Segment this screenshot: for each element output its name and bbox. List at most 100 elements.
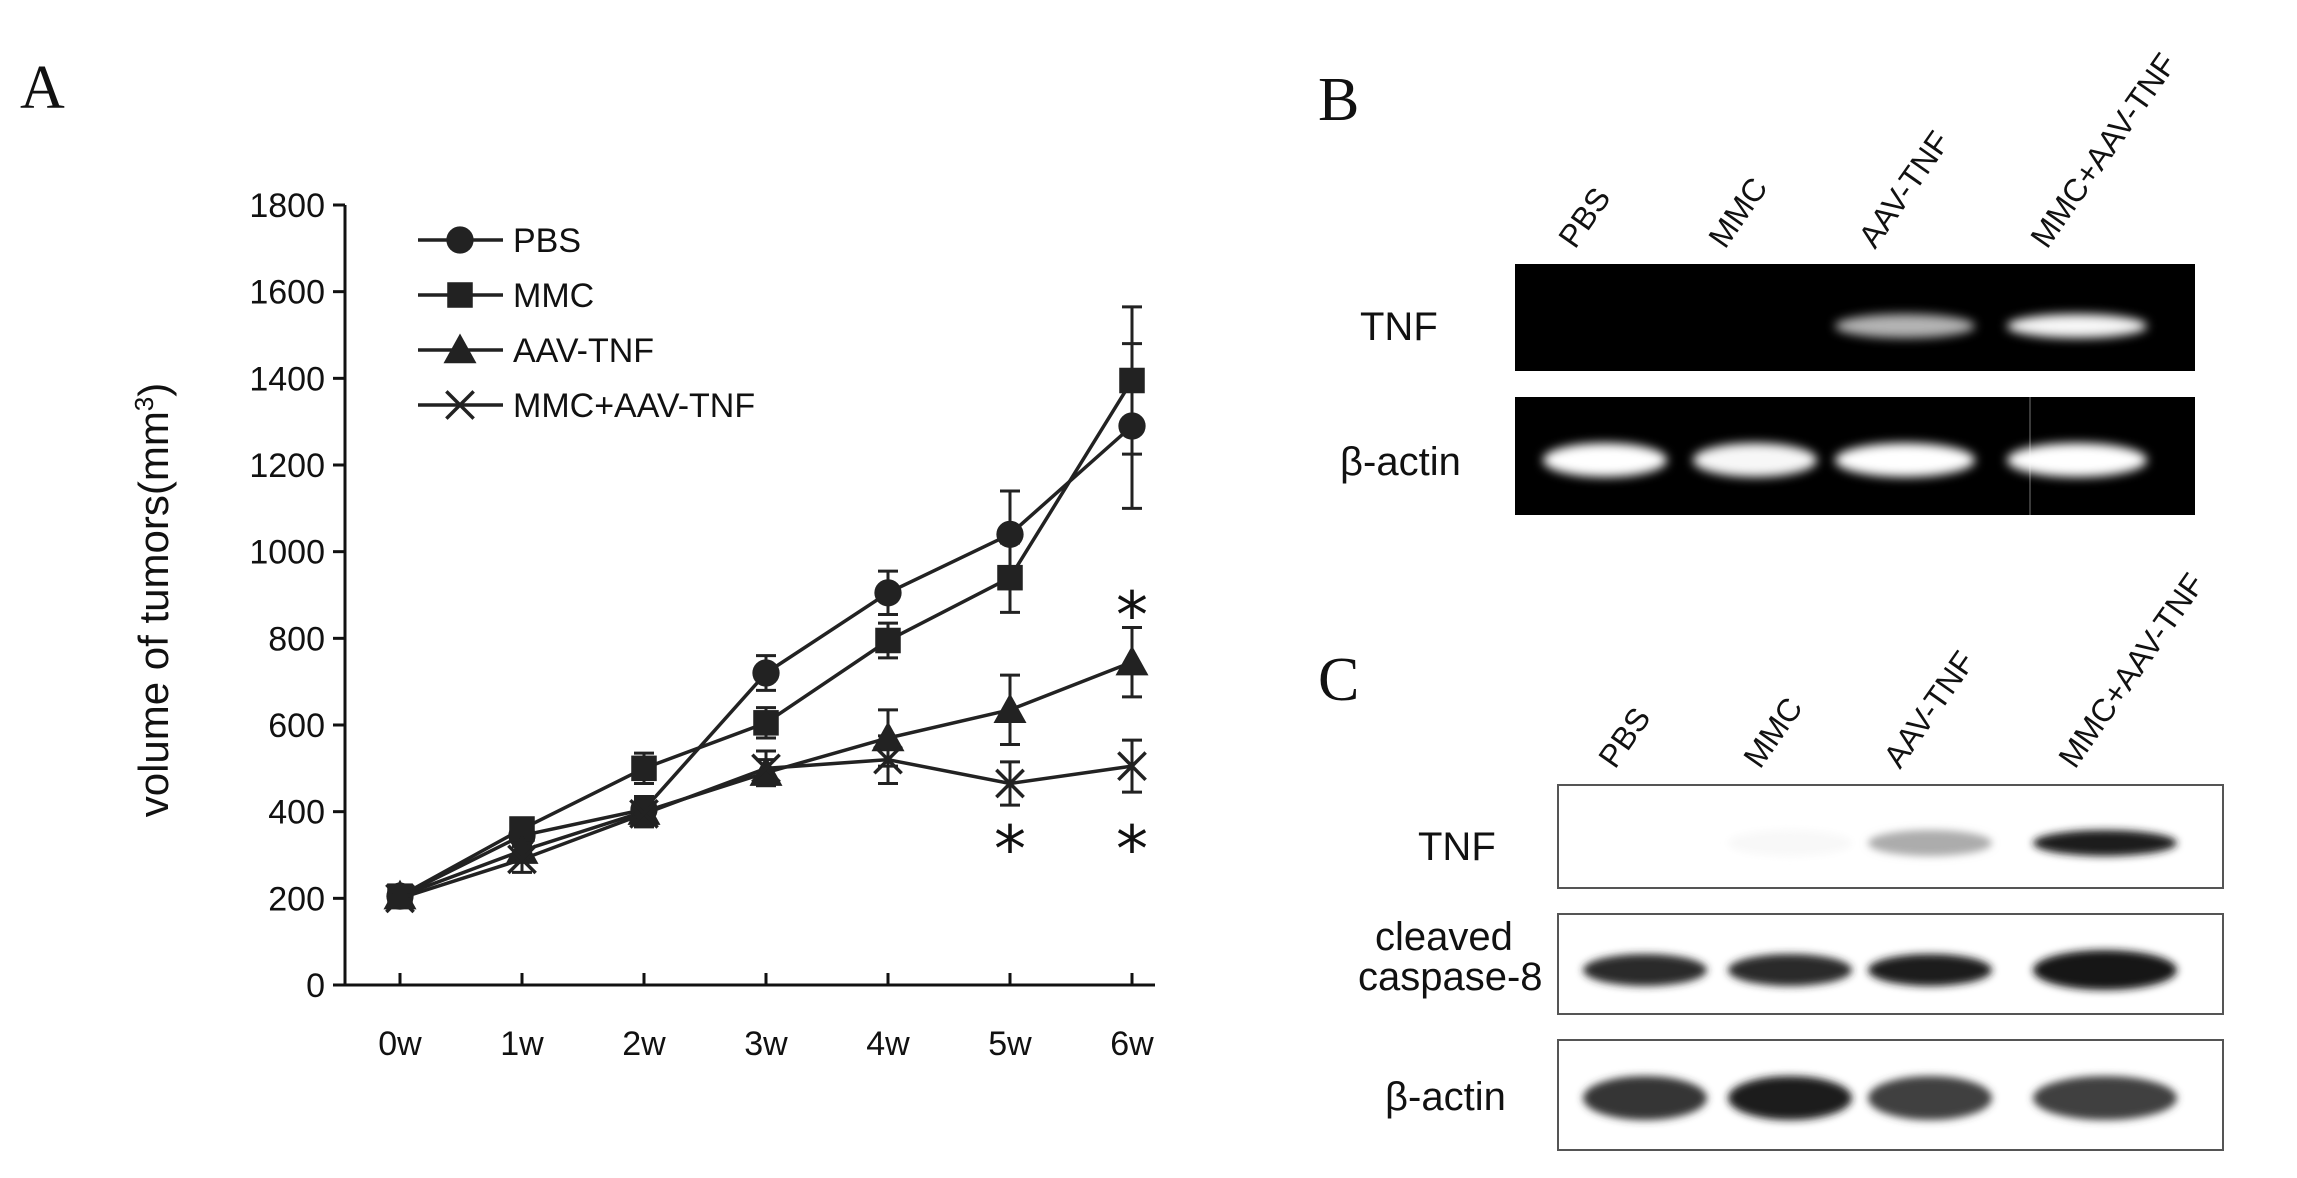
panel-b-lane-labels: PBS MMC AAV-TNF MMC+AAV-TNF — [1551, 47, 2183, 254]
panel-c-band — [1868, 830, 1992, 856]
panel-letter-b: B — [1318, 66, 1359, 134]
x-tick-label: 5w — [988, 1025, 1032, 1063]
panel-b-band — [1693, 443, 1817, 477]
panel-b-band — [1835, 314, 1975, 338]
data-point — [385, 883, 415, 914]
y-axis-title-close: ) — [130, 383, 177, 397]
panel-b-lane-label: AAV-TNF — [1851, 125, 1957, 254]
panel-c-band — [1868, 954, 1992, 986]
x-tick-label: 0w — [378, 1025, 422, 1063]
significance-star: * — [1116, 813, 1148, 887]
data-point — [631, 755, 657, 782]
y-tick-label: 800 — [268, 620, 325, 658]
panel-letter-a: A — [20, 54, 65, 122]
data-point — [753, 710, 779, 736]
y-tick-label: 1400 — [249, 360, 325, 398]
panel-letter-c: C — [1318, 646, 1359, 714]
legend-label: AAV-TNF — [513, 332, 654, 370]
panel-b-lane-label: PBS — [1551, 181, 1617, 254]
data-point — [873, 744, 903, 775]
y-tick-label: 0 — [306, 967, 325, 1005]
x-tick-label: 1w — [500, 1025, 544, 1063]
series-mmc-aav-tnf — [385, 734, 1147, 914]
panel-b-band — [2007, 314, 2147, 338]
panel-c-bands — [1583, 830, 2177, 1120]
x-tick-label: 4w — [866, 1025, 910, 1063]
data-point — [997, 564, 1023, 591]
data-point — [995, 768, 1025, 799]
x-ticks: 0w 1w 2w 3w 4w 5w 6w — [378, 973, 1154, 1063]
panel-c-western-blot: PBS MMC AAV-TNF MMC+AAV-TNF TNF cleaved cas… — [1358, 567, 2224, 1151]
panel-b-lane-label: MMC — [1701, 171, 1774, 254]
panel-b-lane-label: MMC+AAV-TNF — [2023, 47, 2183, 254]
panel-b-band — [1835, 443, 1975, 477]
y-tick-label: 400 — [268, 794, 325, 832]
panel-c-band — [1583, 1076, 1707, 1120]
y-tick-label: 1600 — [249, 274, 325, 312]
panel-c-band — [2033, 830, 2177, 856]
tumor-volume-chart: 0 200 400 600 800 1000 1200 1400 1600 1800 0w 1w 2w… — [129, 187, 1155, 1063]
legend-marker — [447, 282, 473, 308]
panel-c-lane-label: MMC — [1736, 691, 1809, 774]
legend-item: MMC+AAV-TNF — [418, 387, 755, 425]
data-point — [993, 693, 1027, 724]
y-tick-label: 1200 — [249, 447, 325, 485]
data-point — [996, 520, 1024, 548]
panel-b-band — [2007, 443, 2147, 477]
panel-c-row-label-actin: β-actin — [1385, 1075, 1506, 1119]
x-tick-label: 6w — [1110, 1025, 1154, 1063]
panel-b-bands — [1543, 314, 2147, 477]
panel-c-band — [1728, 1076, 1852, 1120]
panel-c-lane-label: PBS — [1591, 701, 1657, 774]
legend-marker — [446, 226, 474, 254]
y-axis-title-superscript: 3 — [129, 397, 159, 411]
data-point — [874, 579, 902, 607]
series-layer — [383, 305, 1149, 914]
data-point — [1117, 751, 1147, 782]
data-point — [507, 844, 537, 875]
data-point — [875, 627, 901, 654]
y-tick-label: 200 — [268, 880, 325, 918]
x-tick-label: 3w — [744, 1025, 788, 1063]
legend-item: PBS — [418, 222, 581, 260]
panel-c-band — [1728, 830, 1852, 856]
y-axis-title-main: volume of tumors(mm — [130, 411, 177, 817]
data-point — [751, 753, 781, 784]
panel-c-band — [1583, 954, 1707, 986]
panel-c-row-label-caspase-line1: cleaved — [1375, 915, 1513, 959]
legend-label: PBS — [513, 222, 581, 260]
legend: PBS MMC AAV-TNF MMC+AAV-TNF — [418, 222, 755, 425]
panel-b-band — [1543, 443, 1667, 477]
panel-c-lane-labels: PBS MMC AAV-TNF MMC+AAV-TNF — [1591, 567, 2211, 774]
data-point — [1115, 645, 1149, 676]
panel-b-row-label-actin: β-actin — [1340, 440, 1461, 484]
legend-item: AAV-TNF — [418, 332, 654, 370]
series-pbs — [386, 342, 1146, 910]
y-tick-label: 600 — [268, 707, 325, 745]
panel-c-lane-label: MMC+AAV-TNF — [2051, 567, 2211, 774]
panel-c-lane-label: AAV-TNF — [1876, 645, 1982, 774]
y-ticks: 0 200 400 600 800 1000 1200 1400 1600 1800 — [249, 187, 345, 1005]
data-point — [629, 798, 659, 829]
panel-c-row-label-tnf: TNF — [1418, 825, 1496, 869]
legend-label: MMC — [513, 277, 594, 315]
panel-c-band — [2033, 950, 2177, 990]
data-point — [752, 659, 780, 687]
legend-item: MMC — [418, 277, 594, 315]
panel-c-row-label-caspase-line2: caspase-8 — [1358, 955, 1543, 999]
y-axis-title: volume of tumors(mm3) — [129, 383, 177, 818]
panel-c-band — [1728, 954, 1852, 986]
panel-b-row-label-tnf: TNF — [1360, 305, 1438, 349]
significance-star: * — [994, 813, 1026, 887]
panel-c-band — [1868, 1076, 1992, 1120]
x-tick-label: 2w — [622, 1025, 666, 1063]
y-tick-label: 1800 — [249, 187, 325, 225]
panel-b-gel: PBS MMC AAV-TNF MMC+AAV-TNF TNF β-actin — [1340, 47, 2195, 515]
legend-marker — [445, 390, 475, 420]
significance-star: * — [1116, 579, 1148, 653]
legend-label: MMC+AAV-TNF — [513, 387, 755, 425]
panel-c-band — [2033, 1076, 2177, 1120]
series-mmc — [387, 305, 1145, 909]
legend-marker — [443, 333, 477, 364]
